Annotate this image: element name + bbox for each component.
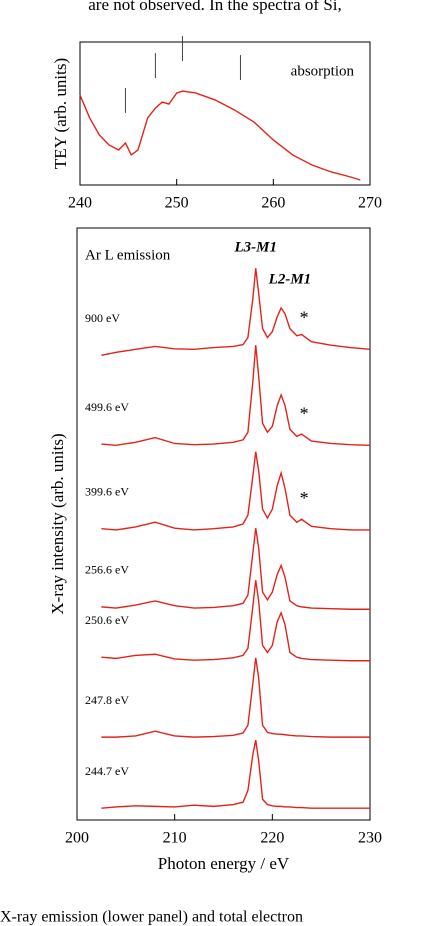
star: * (300, 307, 309, 327)
annotation: Ar L emission (85, 247, 171, 263)
line (79, 90, 361, 181)
x-tick-label: 210 (163, 830, 187, 847)
series-label: 399.6 eV (85, 484, 129, 498)
x-tick-label: 220 (260, 830, 284, 847)
body-text: are not observed. In the spectra of Si, (88, 0, 342, 14)
caption: X-ray emission (lower panel) and total e… (0, 909, 303, 926)
x-tick-label: 200 (65, 830, 89, 847)
star: * (300, 403, 309, 423)
top-frame (79, 41, 371, 186)
y-axis-label: X-ray intensity (arb. units) (48, 433, 67, 614)
x-tick-label: 260 (261, 195, 285, 212)
annotation: absorption (291, 63, 355, 79)
line (101, 268, 371, 356)
star: * (300, 488, 309, 508)
line (101, 739, 370, 809)
x-tick-label: 270 (358, 195, 382, 212)
line (101, 657, 370, 738)
annotation: L3-M1 (233, 239, 277, 255)
line (101, 345, 371, 446)
series-label: 256.6 eV (85, 563, 129, 577)
series-label: 499.6 eV (85, 400, 129, 414)
bottom-frame (76, 227, 371, 821)
x-axis-label: Photon energy / eV (158, 854, 290, 873)
series-label: 244.7 eV (85, 764, 129, 778)
x-tick-label: 250 (165, 195, 189, 212)
series-label: 247.8 eV (85, 693, 129, 707)
y-axis-label: TEY (arb. units) (51, 58, 70, 169)
series-label: 250.6 eV (85, 613, 129, 627)
line (101, 580, 370, 662)
x-tick-label: 230 (358, 830, 382, 847)
annotation: L2-M1 (268, 271, 312, 287)
line (101, 528, 370, 610)
x-tick-label: 240 (68, 195, 92, 212)
line (101, 451, 370, 531)
series-label: 900 eV (85, 311, 120, 325)
